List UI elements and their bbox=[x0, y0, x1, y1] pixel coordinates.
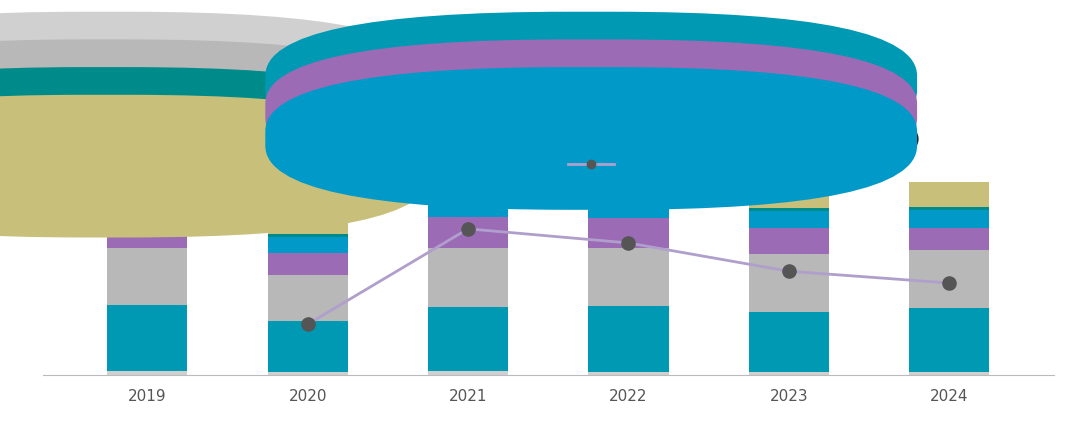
Bar bbox=[588, 197, 669, 219]
Bar bbox=[428, 193, 508, 197]
FancyBboxPatch shape bbox=[0, 95, 432, 238]
Bar bbox=[909, 250, 989, 308]
Bar bbox=[268, 372, 347, 375]
Point bbox=[620, 239, 637, 246]
Bar bbox=[108, 202, 187, 221]
Point bbox=[299, 321, 316, 328]
Bar bbox=[588, 305, 669, 371]
FancyBboxPatch shape bbox=[266, 12, 917, 155]
Bar bbox=[588, 219, 669, 248]
Text: General vascular angiography: General vascular angiography bbox=[624, 102, 813, 115]
Bar bbox=[749, 312, 829, 372]
Text: Interventional gastro: Interventional gastro bbox=[139, 130, 270, 143]
Bar bbox=[108, 248, 187, 305]
Bar bbox=[108, 221, 187, 248]
FancyBboxPatch shape bbox=[0, 67, 432, 210]
FancyBboxPatch shape bbox=[266, 67, 917, 210]
Point bbox=[459, 225, 476, 232]
Point bbox=[780, 268, 798, 275]
Bar bbox=[909, 372, 989, 375]
FancyBboxPatch shape bbox=[266, 40, 917, 182]
Text: General coronary and Structural heart lab: General coronary and Structural heart la… bbox=[139, 102, 402, 115]
Bar bbox=[428, 307, 508, 371]
Bar bbox=[909, 228, 989, 250]
Bar bbox=[268, 321, 347, 372]
Bar bbox=[428, 217, 508, 248]
Bar bbox=[749, 254, 829, 312]
Text: Oncology / Body: Oncology / Body bbox=[139, 158, 242, 170]
Bar bbox=[268, 253, 347, 276]
Title: Figure 2: The World Interventional X-ray market by Product Type (Revenue $m): Figure 2: The World Interventional X-ray… bbox=[176, 131, 920, 149]
Bar bbox=[909, 308, 989, 372]
Bar bbox=[268, 237, 347, 253]
Bar bbox=[268, 220, 347, 234]
Bar bbox=[588, 176, 669, 193]
Bar bbox=[428, 248, 508, 307]
Bar bbox=[428, 197, 508, 217]
Bar bbox=[588, 248, 669, 305]
Bar bbox=[588, 193, 669, 197]
Text: Electrophysiology: Electrophysiology bbox=[139, 75, 249, 87]
Point bbox=[941, 279, 958, 286]
Text: General coronary: General coronary bbox=[624, 75, 733, 87]
Bar bbox=[749, 228, 829, 254]
Bar bbox=[428, 371, 508, 375]
FancyBboxPatch shape bbox=[0, 40, 432, 182]
Bar bbox=[108, 198, 187, 202]
Bar bbox=[909, 182, 989, 207]
Bar bbox=[749, 208, 829, 211]
Bar bbox=[749, 211, 829, 228]
Bar bbox=[108, 371, 187, 375]
Text: Neurology: Neurology bbox=[624, 130, 688, 143]
Text: Growth: Growth bbox=[624, 158, 670, 170]
Bar bbox=[909, 207, 989, 210]
Bar bbox=[268, 276, 347, 321]
Bar bbox=[108, 305, 187, 371]
Bar bbox=[588, 371, 669, 375]
Bar bbox=[428, 174, 508, 193]
Bar bbox=[749, 372, 829, 375]
Bar bbox=[749, 190, 829, 208]
Bar bbox=[909, 210, 989, 228]
Bar bbox=[268, 234, 347, 237]
Bar bbox=[108, 180, 187, 198]
FancyBboxPatch shape bbox=[0, 12, 432, 155]
